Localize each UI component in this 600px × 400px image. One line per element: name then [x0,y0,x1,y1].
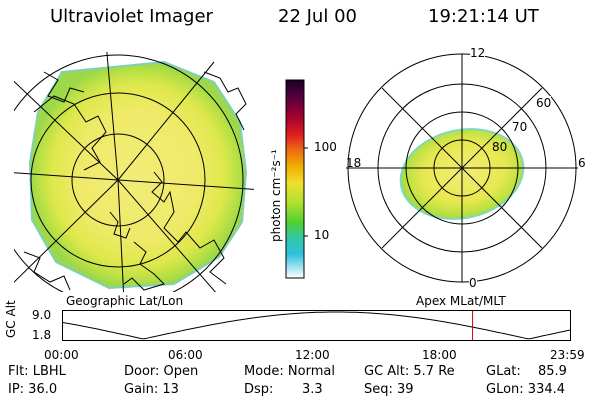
uv-image-area [28,60,248,290]
colorbar-tick-100: 100 [314,140,337,154]
info-flt: Flt: LBHL [8,364,66,379]
mlat-label-60: 60 [536,96,552,110]
meridian-2 [117,61,215,181]
apex-caption: Apex MLat/MLT [416,294,506,308]
info-mode: Mode: Normal [244,364,335,379]
altplot-xtick-1200: 12:00 [295,348,330,362]
meridian-5 [117,179,125,292]
altplot-xtick-0000: 00:00 [44,348,79,362]
altitude-orbit-plot [62,310,572,341]
coastline-2 [43,71,85,103]
altitude-curve [62,311,572,340]
geographic-uv-image [14,52,254,292]
info-dsp-value: 3.3 [302,382,323,397]
altplot-frame [62,310,571,341]
app-title: Ultraviolet Imager [50,6,213,27]
meridian-3 [117,179,254,190]
info-gain: Gain: 13 [124,382,179,397]
coastline-1 [33,95,107,171]
lat-circle-inner [71,133,165,227]
mlt-line-diag-2 [381,87,543,249]
meridian-8 [14,80,119,181]
altplot-ytick-high: 9.0 [32,308,52,322]
info-glon: GLon: 334.4 [486,382,566,397]
altplot-ylabel: GC Alt [4,300,18,338]
time-label: 19:21:14 UT [428,6,539,27]
coastline-6 [23,251,71,291]
info-glat-value: 85.9 [538,364,567,379]
coastline-7 [109,211,131,239]
color-scale-bar: photon cm⁻²s⁻¹ [269,79,308,279]
polar-mlat-mlt-plot [346,53,578,283]
altplot-ytick-low: 1.8 [32,328,52,342]
mlt-label-18: 18 [346,156,362,170]
color-bar-fill [285,79,305,279]
coastline-5 [123,241,165,291]
info-seq: Seq: 39 [364,382,414,397]
mlt-label-6: 6 [578,156,586,170]
meridian-4 [117,179,216,292]
info-dsp-label: Dsp: [244,382,274,397]
altplot-xtick-0600: 06:00 [168,348,203,362]
meridian-7 [14,172,119,181]
info-ip: IP: 36.0 [8,382,58,397]
info-glat-label: GLat: [486,364,521,379]
info-door: Door: Open [124,364,199,379]
mlat-label-80: 80 [492,140,508,154]
color-bar-label: photon cm⁻²s⁻¹ [269,149,283,242]
altplot-xtick-2359: 23:59 [550,348,585,362]
geographic-caption: Geographic Lat/Lon [66,294,184,308]
lat-circle-outer [14,54,244,292]
coastline-3 [203,71,247,131]
altplot-xtick-1800: 18:00 [422,348,457,362]
mlat-label-70: 70 [512,120,528,134]
colorbar-tick-10: 10 [314,228,330,242]
date-label: 22 Jul 00 [278,6,357,27]
mlt-label-0: 0 [469,276,477,290]
meridian-6 [14,179,119,283]
meridian-1 [106,52,119,181]
mlt-label-12: 12 [470,46,486,60]
lat-circle-mid [30,92,206,268]
coastline-4 [151,171,227,285]
info-gcalt: GC Alt: 5.7 Re [364,364,455,379]
